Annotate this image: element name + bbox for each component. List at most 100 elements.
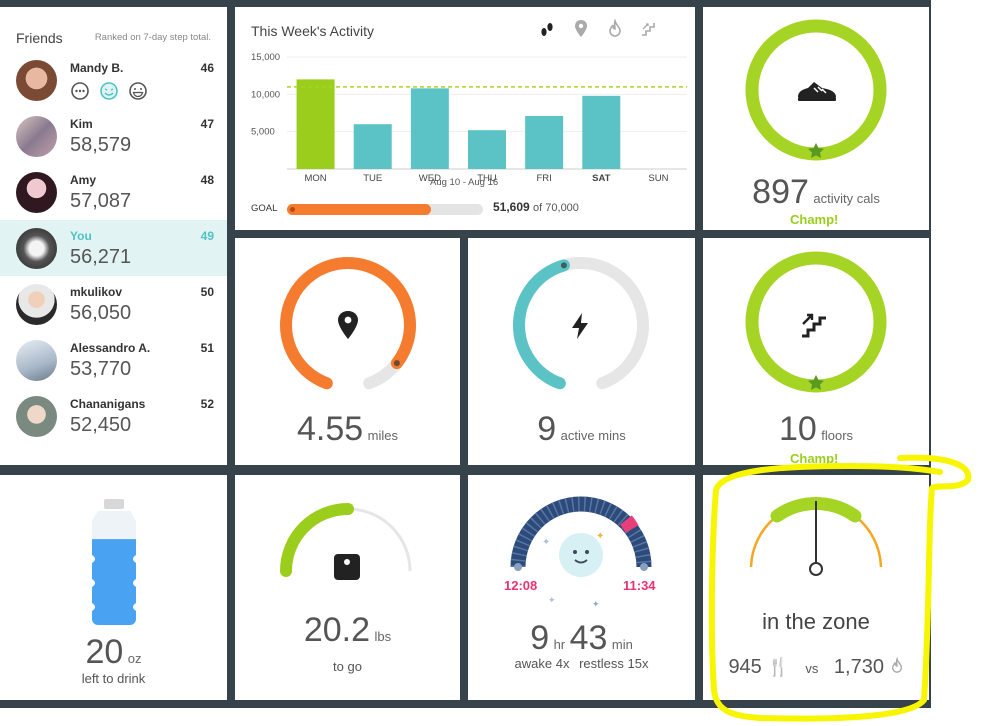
smile-icon[interactable] <box>128 81 148 101</box>
y-tick-label: 5,000 <box>251 127 275 138</box>
weekly-activity-tile[interactable]: This Week's Activity 15,000 10,000 5,000 MO… <box>235 7 695 230</box>
avatar[interactable] <box>16 60 57 101</box>
versus-label: vs <box>805 661 819 676</box>
shoe-icon <box>798 82 836 101</box>
ring-progress-marker <box>393 360 400 367</box>
floors-value-row: 10 floors <box>703 410 929 449</box>
goal-value: 51,609 <box>493 200 530 214</box>
weight-caption: to go <box>333 659 362 674</box>
sleep-restless-count: restless 15x <box>579 656 649 671</box>
x-tick-label: SUN <box>648 173 668 184</box>
y-tick-label: 10,000 <box>251 89 280 100</box>
dashboard-grid: Friends Ranked on 7-day step total. Mand… <box>0 0 931 708</box>
distance-tile[interactable]: 4.55 miles <box>235 238 460 465</box>
friend-name[interactable]: Alessandro A. <box>70 341 151 355</box>
avatar[interactable] <box>16 340 57 381</box>
sleep-minutes: 43 <box>569 619 608 657</box>
calories-unit: activity cals <box>813 191 880 206</box>
friend-row-you[interactable]: You 49 56,271 <box>0 220 227 276</box>
ranking-note: Ranked on 7-day step total. <box>94 32 211 43</box>
avatar[interactable] <box>16 116 57 157</box>
calories-champ-badge: Champ! <box>790 212 839 227</box>
zone-stats-row: 945 🍴 vs 1,730 <box>703 656 929 679</box>
friend-row[interactable]: mkulikov 50 56,050 <box>0 276 227 332</box>
friend-row[interactable]: Amy 48 57,087 <box>0 164 227 220</box>
bar-mon[interactable] <box>296 79 335 169</box>
friend-rank: 47 <box>200 117 214 131</box>
location-pin-icon[interactable] <box>573 19 589 39</box>
friend-name[interactable]: Mandy B. <box>70 61 124 75</box>
activity-title: This Week's Activity <box>251 23 374 39</box>
active-minutes-tile[interactable]: 9 active mins <box>468 238 695 465</box>
friend-rank: 51 <box>200 341 214 355</box>
friend-name[interactable]: You <box>70 229 92 243</box>
sleep-end-time: 11:34 <box>623 578 656 593</box>
weight-tile[interactable]: 20.2 lbs to go <box>235 475 460 700</box>
goal-progress-marker <box>290 207 295 212</box>
distance-value: 4.55 <box>297 410 364 448</box>
distance-unit: miles <box>367 428 398 443</box>
friend-name[interactable]: Chananigans <box>70 397 146 411</box>
water-bottle-icon <box>92 499 136 625</box>
friend-name[interactable]: Amy <box>70 173 97 187</box>
friend-steps: 53,770 <box>70 358 132 380</box>
friend-rank: 50 <box>200 285 214 299</box>
flame-icon[interactable] <box>607 19 623 39</box>
bar-fri[interactable] <box>525 115 564 169</box>
calories-ring <box>745 19 887 161</box>
floors-tile[interactable]: 10 floors Champ! <box>703 238 929 465</box>
sleep-tile[interactable]: ✦ ✦ ✦ ✦ 12:08 11:34 9 hr 43 min awake 4x re… <box>468 475 695 700</box>
friend-row[interactable]: Chananigans 52 52,450 <box>0 388 227 444</box>
ring-progress <box>513 259 570 390</box>
stars-icon: ✦ ✦ ✦ ✦ <box>542 531 604 609</box>
sleep-arc <box>510 496 652 571</box>
goal-summary: 51,609 of 70,000 <box>493 200 579 214</box>
sleep-minutes-unit: min <box>611 637 633 652</box>
x-tick-label: SAT <box>592 173 610 184</box>
friend-rank: 46 <box>200 61 214 75</box>
avatar[interactable] <box>16 284 57 325</box>
floors-unit: floors <box>821 428 854 443</box>
avatar[interactable] <box>16 172 57 213</box>
water-unit: oz <box>127 651 142 666</box>
water-value: 20 <box>85 633 124 671</box>
cheer-icon[interactable] <box>99 81 119 101</box>
avatar[interactable] <box>16 228 57 269</box>
friend-name[interactable]: mkulikov <box>70 285 123 299</box>
avatar[interactable] <box>16 396 57 437</box>
sleep-hours: 9 <box>530 619 550 657</box>
bar-sat[interactable] <box>582 95 621 169</box>
weight-value-row: 20.2 lbs <box>235 611 460 650</box>
sleep-stats-row: awake 4x restless 15x <box>468 656 695 671</box>
stairs-icon[interactable] <box>640 19 658 37</box>
water-tile[interactable]: 20 oz left to drink <box>0 475 227 700</box>
message-icon[interactable] <box>70 81 90 101</box>
bar-wed[interactable] <box>410 88 449 169</box>
friend-row[interactable]: Mandy B. 46 <box>0 52 227 108</box>
bar-thu[interactable] <box>468 130 506 169</box>
friend-row[interactable]: Alessandro A. 51 53,770 <box>0 332 227 388</box>
friend-name[interactable]: Kim <box>70 117 93 131</box>
friend-steps: 57,087 <box>70 190 132 212</box>
location-pin-icon <box>338 311 358 339</box>
weekly-bar-chart[interactable]: 15,000 10,000 5,000 MON TUE WED THU FRI SAT SUN <box>235 47 695 197</box>
zone-gauge <box>749 497 883 576</box>
sleep-start-time: 12:08 <box>504 578 538 593</box>
calories-burned: 1,730 <box>833 656 884 678</box>
y-tick-label: 15,000 <box>251 52 280 63</box>
footsteps-icon[interactable] <box>537 21 557 39</box>
svg-text:✦: ✦ <box>592 600 600 609</box>
calories-eaten: 945 <box>728 656 762 678</box>
ring-progress <box>280 257 416 390</box>
friend-row[interactable]: Kim 47 58,579 <box>0 108 227 164</box>
calorie-zone-tile[interactable]: in the zone 945 🍴 vs 1,730 <box>703 475 929 700</box>
sleep-awake-count: awake 4x <box>514 656 570 671</box>
calories-tile[interactable]: 897 activity cals Champ! <box>703 7 929 230</box>
x-tick-label: MON <box>304 173 326 184</box>
sleep-hours-unit: hr <box>553 637 566 652</box>
fork-knife-icon: 🍴 <box>767 657 790 677</box>
active-unit: active mins <box>560 428 626 443</box>
bar-tue[interactable] <box>353 124 392 169</box>
weight-value: 20.2 <box>303 611 371 649</box>
friend-steps: 56,050 <box>70 302 132 324</box>
